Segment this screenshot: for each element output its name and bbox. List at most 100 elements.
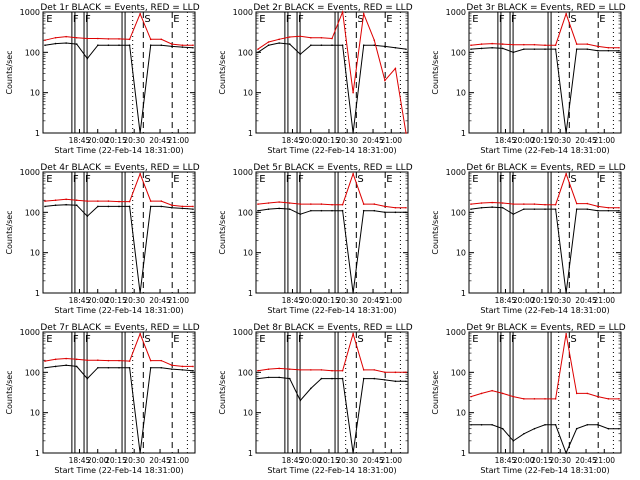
y-tick-label: 10 [243,249,253,258]
series-point-black [331,209,333,212]
y-tick-label: 1000 [446,8,466,17]
series-point-red [310,369,312,371]
series-point-red [257,203,259,205]
series-point-black [352,452,354,454]
series-point-black [192,46,194,49]
series-point-black [533,48,536,50]
series-point-red [544,203,546,206]
series-line-red [44,12,193,46]
series-point-black [470,208,472,210]
series-point-red [384,79,386,82]
series-line-black [257,42,407,134]
event-marker-label: E [386,14,392,25]
series-point-black [491,46,493,49]
series-line-red [470,172,619,209]
series-point-black [44,366,46,369]
series-point-red [54,36,57,39]
series-point-red [128,360,131,362]
series-point-red [394,206,397,209]
series-point-black [544,424,546,426]
series-point-black [491,206,493,208]
x-tick-label: 21:00 [380,136,402,145]
series-point-red [575,392,578,395]
series-point-red [299,35,302,38]
x-tick-label: 21:00 [167,136,189,145]
series-point-black [75,43,78,45]
y-tick-label: 10 [456,249,466,258]
series-point-red [65,35,67,38]
x-tick-label: 20:30 [549,296,571,305]
series-point-black [384,211,386,214]
series-point-black [299,213,302,215]
series-point-black [544,208,546,210]
series-point-red [480,202,483,204]
event-marker-label: F [286,334,292,345]
chart-panel-4: Det 4r BLACK = Events, RED = LLD 1 10 100 10… [5,163,200,315]
x-tick-label: 20:15 [318,456,340,465]
series-point-red [160,359,163,362]
x-tick-label: 21:00 [167,296,189,305]
event-marker-label: F [298,174,304,185]
series-point-red [405,206,407,209]
series-point-red [181,44,184,47]
series-point-black [192,208,194,210]
plot-frame [42,171,196,294]
series-point-red [586,202,589,205]
series-point-red [299,203,302,205]
y-tick-label: 100 [25,48,40,57]
series-point-black [118,44,120,47]
x-tick-label: 20:00 [513,296,535,305]
series-point-red [331,37,333,40]
series-point-red [394,67,397,70]
series-point-black [257,377,259,380]
series-point-black [320,377,323,380]
y-tick-label: 1 [35,129,40,138]
y-tick-label: 10 [456,89,466,98]
x-tick-label: 20:15 [318,136,340,145]
series-point-black [65,42,67,44]
x-axis-label: Start Time (22-Feb-14 18:31:00) [480,146,609,155]
series-point-red [288,36,291,38]
series-point-red [618,46,620,49]
series-point-black [501,47,504,50]
chart-title: Det 5r BLACK = Events, RED = LLD [253,163,412,173]
y-axis-label: Counts/sec [218,370,227,414]
series-point-black [352,292,354,294]
series-point-red [491,389,493,392]
x-tick-label: 20:30 [123,296,145,305]
x-tick-label: 20:45 [575,456,597,465]
series-point-black [597,49,599,52]
series-point-black [554,208,557,210]
series-point-black [607,209,610,212]
series-point-black [533,427,536,430]
series-point-red [501,202,504,204]
series-point-black [320,44,323,47]
plot-frame [468,171,622,294]
plot-frame [255,331,409,454]
series-point-black [181,207,184,210]
x-tick-label: 20:15 [531,296,553,305]
series-point-red [171,364,173,367]
series-point-red [118,38,120,40]
series-point-black [373,44,376,47]
series-line-red [257,10,407,134]
series-point-red [54,199,57,201]
x-tick-label: 20:00 [513,136,535,145]
series-point-red [128,200,131,203]
series-point-red [118,359,120,362]
chart-title: Det 7r BLACK = Events, RED = LLD [40,323,199,333]
x-axis-label: Start Time (22-Feb-14 18:31:00) [54,466,183,475]
series-point-black [480,47,483,50]
x-tick-label: 21:00 [593,456,615,465]
event-marker-label: F [85,334,91,345]
y-tick-label: 100 [238,208,253,217]
series-point-red [565,13,567,15]
x-tick-label: 18:45 [69,296,91,305]
series-point-red [470,44,472,47]
series-point-red [257,369,259,372]
y-axis-label: Counts/sec [218,210,227,254]
series-point-red [597,395,599,398]
series-point-red [171,204,173,207]
series-point-red [373,369,376,371]
series-point-red [310,203,312,205]
